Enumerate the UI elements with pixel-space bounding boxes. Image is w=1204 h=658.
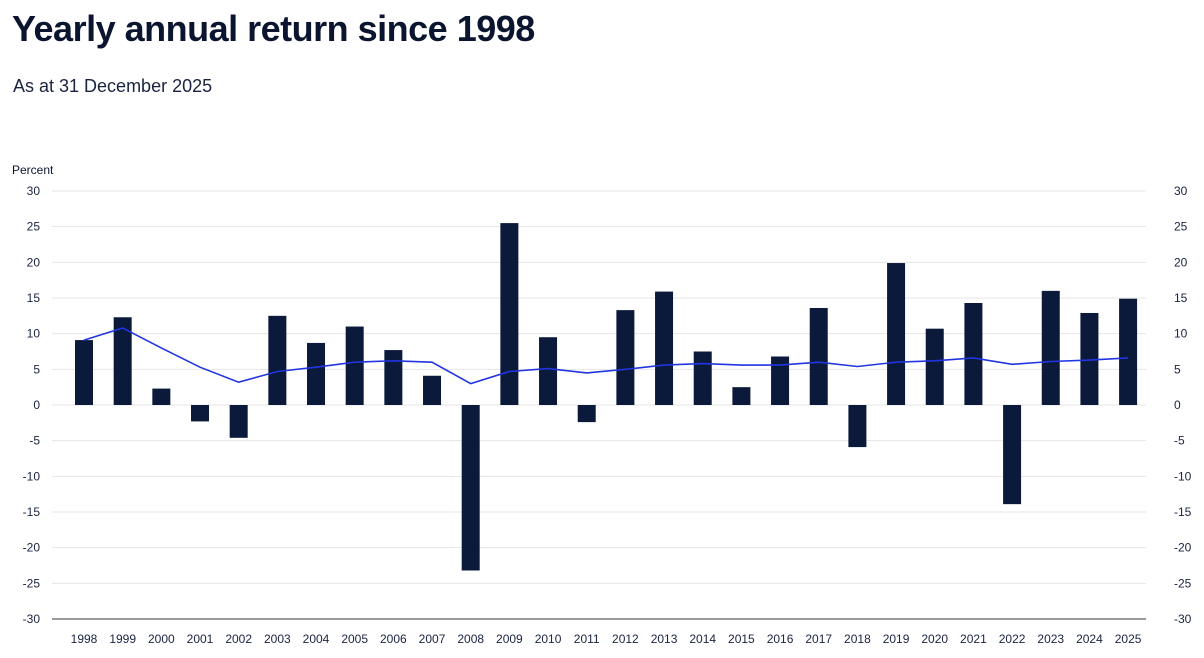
x-tick-label: 2003 <box>264 632 291 646</box>
y-tick-label-right: -20 <box>1174 541 1192 555</box>
y-tick-label-right: 5 <box>1174 362 1181 376</box>
x-tick-label: 2008 <box>457 632 484 646</box>
bar <box>539 337 558 405</box>
x-tick-label: 2022 <box>999 632 1026 646</box>
page-title: Yearly annual return since 1998 <box>12 8 535 49</box>
bar <box>732 387 751 405</box>
x-tick-label: 2011 <box>574 632 600 646</box>
x-tick-label: 2016 <box>767 632 794 646</box>
y-tick-label-right: 10 <box>1174 327 1188 341</box>
bar <box>461 405 480 571</box>
y-tick-label: 0 <box>33 398 40 412</box>
bar <box>809 307 828 405</box>
bar <box>500 223 519 405</box>
bar <box>1041 290 1060 405</box>
x-tick-label: 2025 <box>1115 632 1142 646</box>
y-tick-label: 25 <box>27 220 41 234</box>
bar <box>229 405 248 438</box>
bar <box>384 350 403 405</box>
bar <box>577 405 596 423</box>
x-tick-label: 2004 <box>303 632 330 646</box>
bar <box>964 302 983 405</box>
y-tick-label-right: -10 <box>1174 469 1192 483</box>
x-tick-label: 1999 <box>109 632 136 646</box>
y-tick-label: -30 <box>23 612 41 626</box>
y-tick-label-right: -15 <box>1174 505 1192 519</box>
y-tick-label: -20 <box>23 541 41 555</box>
y-tick-label-right: 15 <box>1174 291 1188 305</box>
x-tick-label: 2017 <box>805 632 832 646</box>
x-tick-label: 2010 <box>535 632 562 646</box>
bar <box>693 351 712 405</box>
x-tick-label: 1998 <box>71 632 98 646</box>
x-tick-label: 2009 <box>496 632 523 646</box>
x-tick-label: 2019 <box>883 632 910 646</box>
x-tick-label: 2002 <box>225 632 252 646</box>
bar <box>1119 298 1138 405</box>
grid-lines <box>52 190 1146 620</box>
x-tick-label: 2014 <box>689 632 716 646</box>
page-subtitle: As at 31 December 2025 <box>13 76 213 96</box>
x-tick-label: 2006 <box>380 632 407 646</box>
bar <box>1080 312 1099 405</box>
y-axis-right: 30 25 20 15 10 5 0 -5 -10 -15 -20 -25 -30 <box>1174 184 1192 626</box>
x-tick-label: 2007 <box>419 632 446 646</box>
bar <box>1003 405 1022 505</box>
x-tick-label: 2012 <box>612 632 639 646</box>
x-tick-label: 2020 <box>921 632 948 646</box>
bar <box>925 328 944 405</box>
y-tick-label: -10 <box>23 469 41 483</box>
y-axis-label: Percent <box>12 163 54 177</box>
average-line <box>83 327 1129 385</box>
bar <box>268 315 287 405</box>
x-tick-label: 2013 <box>651 632 678 646</box>
y-tick-label: 10 <box>27 327 41 341</box>
bar <box>191 405 210 422</box>
y-tick-label: -25 <box>23 576 41 590</box>
x-tick-label: 2001 <box>187 632 214 646</box>
bar <box>423 375 442 405</box>
y-tick-label-right: 30 <box>1174 184 1188 198</box>
y-tick-label-right: 25 <box>1174 220 1188 234</box>
bar <box>771 356 790 405</box>
y-tick-label-right: 20 <box>1174 255 1188 269</box>
bar <box>75 340 93 405</box>
y-tick-label-right: -5 <box>1174 434 1185 448</box>
y-tick-label-right: -30 <box>1174 612 1192 626</box>
x-tick-label: 2005 <box>341 632 368 646</box>
bar-series <box>75 223 1138 571</box>
y-axis-left: 30 25 20 15 10 5 0 -5 -10 -15 -20 -25 -30 <box>23 184 41 626</box>
y-tick-label: -5 <box>29 434 40 448</box>
bar <box>113 317 132 405</box>
x-axis: 1998 1999 2000 2001 2002 2003 2004 2005 2006 2007… <box>71 632 1142 646</box>
y-tick-label: 15 <box>27 291 41 305</box>
bar <box>616 310 635 405</box>
bar <box>848 405 867 448</box>
x-tick-label: 2015 <box>728 632 755 646</box>
x-tick-label: 2023 <box>1037 632 1064 646</box>
bar <box>152 388 171 405</box>
y-tick-label: 20 <box>27 255 41 269</box>
bar <box>345 326 364 405</box>
x-tick-label: 2000 <box>148 632 175 646</box>
x-tick-label: 2018 <box>844 632 871 646</box>
bar <box>655 291 674 405</box>
y-tick-label: 5 <box>33 362 40 376</box>
y-tick-label-right: -25 <box>1174 576 1192 590</box>
average-line-series <box>83 327 1129 385</box>
x-tick-label: 2024 <box>1076 632 1103 646</box>
x-tick-label: 2021 <box>960 632 987 646</box>
y-tick-label: -15 <box>23 505 41 519</box>
bar <box>887 263 906 405</box>
bar <box>307 342 326 405</box>
y-tick-label-right: 0 <box>1174 398 1181 412</box>
y-tick-label: 30 <box>27 184 41 198</box>
